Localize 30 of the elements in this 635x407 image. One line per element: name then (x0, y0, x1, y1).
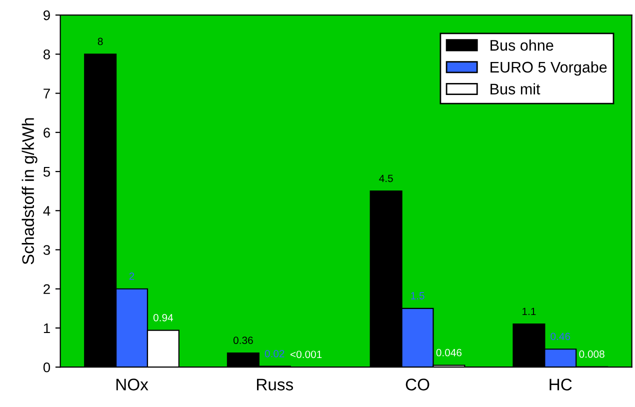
y-tick-label: 8 (43, 50, 50, 60)
data-label: 0.008 (579, 350, 604, 358)
data-label: 0.46 (550, 332, 570, 340)
data-label: 8 (98, 38, 103, 46)
y-tick-label: 6 (44, 128, 50, 138)
x-tick-label: HC (550, 378, 572, 390)
y-tick-label: 4 (43, 206, 50, 216)
data-label: <0.001 (290, 350, 322, 358)
data-label: 0.94 (153, 314, 174, 322)
y-tick-label: 5 (43, 167, 50, 177)
data-label: 0.046 (436, 348, 462, 356)
y-tick-label: 2 (44, 284, 50, 294)
legend-label: Bus mit (490, 83, 540, 94)
y-tick-label: 3 (43, 245, 50, 255)
y-tick-label: 7 (44, 88, 50, 98)
x-tick-label: CO (406, 378, 430, 390)
y-axis-title: Schadstoff in g/kWh (22, 118, 38, 264)
y-tick-label: 0 (43, 362, 50, 372)
data-label: 1.5 (411, 292, 424, 300)
y-tick-label: 1 (44, 323, 50, 334)
legend-label: EURO 5 Vorgabe (490, 61, 607, 76)
data-label: 0.02 (264, 350, 284, 358)
data-label: 1.1 (522, 308, 536, 315)
x-tick-label: Russ (257, 378, 294, 390)
data-label: 0.36 (233, 336, 253, 344)
data-label: 4.5 (379, 174, 393, 182)
x-tick-label: NOx (116, 378, 148, 390)
legend-label: Bus ohne (490, 40, 554, 51)
data-label: 2 (129, 272, 134, 280)
y-tick-label: 9 (44, 10, 50, 20)
